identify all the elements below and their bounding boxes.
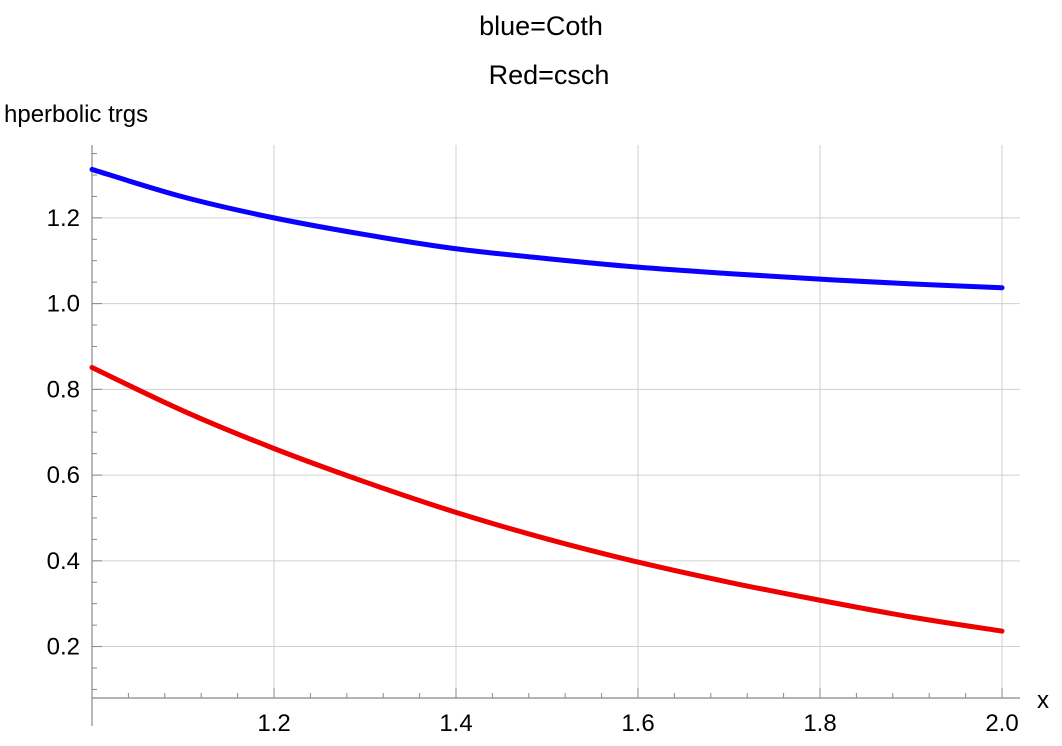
x-tick-label-0: 1.2 bbox=[257, 710, 290, 737]
axes bbox=[91, 145, 1020, 726]
x-tick-label-1: 1.4 bbox=[439, 710, 472, 737]
y-tick-label-3: 0.8 bbox=[47, 376, 80, 403]
series-line-0 bbox=[89, 166, 1005, 291]
x-tick-label-4: 2.0 bbox=[985, 710, 1018, 737]
tick-labels: 1.2 1.4 1.6 1.8 2.0 0.2 0.4 0.6 0.8 1.0 1.2 bbox=[47, 205, 1019, 737]
y-tick-label-4: 1.0 bbox=[47, 291, 80, 318]
x-tick-label-3: 1.8 bbox=[803, 710, 836, 737]
y-tick-label-5: 1.2 bbox=[47, 205, 80, 232]
y-tick-label-1: 0.4 bbox=[47, 548, 80, 575]
chart-title-line-1: blue=Coth bbox=[479, 11, 603, 41]
chart-title-line-2: Red=csch bbox=[489, 60, 610, 90]
x-tick-label-2: 1.6 bbox=[621, 710, 654, 737]
series-line-1 bbox=[89, 364, 1005, 634]
series-layer bbox=[89, 166, 1005, 634]
x-axis-label: x bbox=[1037, 687, 1049, 714]
y-tick-label-0: 0.2 bbox=[47, 634, 80, 661]
y-tick-label-2: 0.6 bbox=[47, 462, 80, 489]
y-axis-label: hperbolic trgs bbox=[4, 101, 148, 128]
grid bbox=[92, 145, 1020, 698]
